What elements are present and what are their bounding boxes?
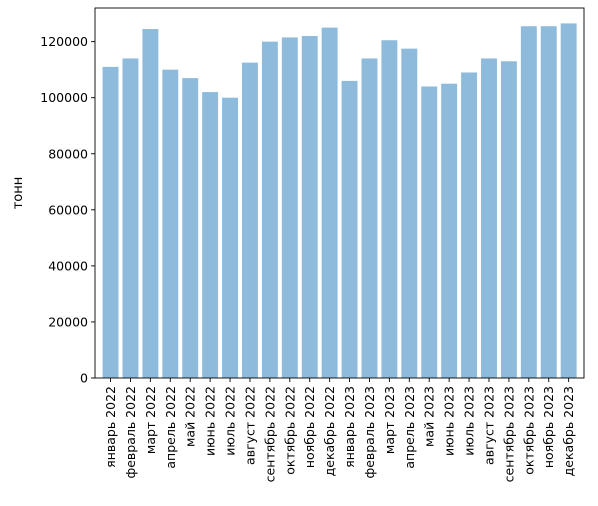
bar [461,72,478,378]
x-tick-label: июль 2023 [462,386,477,456]
x-tick-label: июнь 2023 [442,386,457,456]
bar [341,80,358,378]
y-tick-label: 40000 [48,258,88,273]
bar [162,69,179,379]
x-tick-label: октябрь 2023 [521,386,536,475]
x-tick-label: апрель 2022 [163,386,178,469]
x-tick-label: ноябрь 2023 [541,386,556,468]
bar [301,36,318,378]
bar [500,61,517,379]
y-tick-label: 0 [80,371,88,386]
x-tick-label: июль 2022 [223,386,238,456]
x-tick-label: сентябрь 2023 [501,386,516,482]
x-tick-label: март 2023 [382,386,397,454]
x-tick-label: февраль 2022 [123,386,138,478]
plot-frame [94,7,585,379]
bar [361,58,378,379]
x-tick-label: июнь 2022 [203,386,218,456]
bar [202,92,219,378]
bar [321,27,338,378]
y-tick-label: 20000 [48,314,88,329]
x-tick-label: май 2023 [422,386,437,447]
x-tick-label: август 2023 [481,386,496,465]
bar [481,58,497,379]
bar [540,26,557,378]
y-tick-label: 80000 [48,146,88,161]
y-tick-label: 120000 [40,34,88,49]
y-tick-label: 60000 [48,202,88,217]
x-tick-label: май 2022 [183,386,198,447]
bar [182,78,199,379]
x-tick-label: март 2022 [143,386,158,454]
x-tick-label: ноябрь 2022 [302,386,317,468]
bar [520,26,537,378]
bar [222,97,239,379]
bar [241,62,258,379]
bar [122,58,139,379]
x-axis: январь 2022 февраль 2022 март 2022 апрель 2… [103,378,576,482]
x-tick-label: январь 2022 [103,386,118,468]
bar [381,40,398,378]
y-tick-label: 100000 [40,90,88,105]
y-axis-label: тонн [11,177,26,210]
bar [401,48,418,378]
x-tick-label: декабрь 2022 [322,386,337,476]
bar [261,41,278,379]
bar [421,86,438,378]
x-tick-label: декабрь 2023 [561,386,576,476]
bar [281,37,298,378]
x-tick-label: сентябрь 2022 [262,386,277,482]
bar [142,29,159,378]
bar [102,66,119,378]
y-axis: 0 20000 40000 60000 80000 100000 120000 [40,34,95,386]
bar [560,23,577,379]
x-tick-label: январь 2023 [342,386,357,468]
bar [441,83,458,378]
x-tick-label: октябрь 2022 [282,386,297,475]
x-tick-label: февраль 2023 [362,386,377,478]
bars-group [102,23,577,379]
x-tick-label: август 2022 [242,386,257,465]
x-tick-label: апрель 2023 [402,386,417,469]
